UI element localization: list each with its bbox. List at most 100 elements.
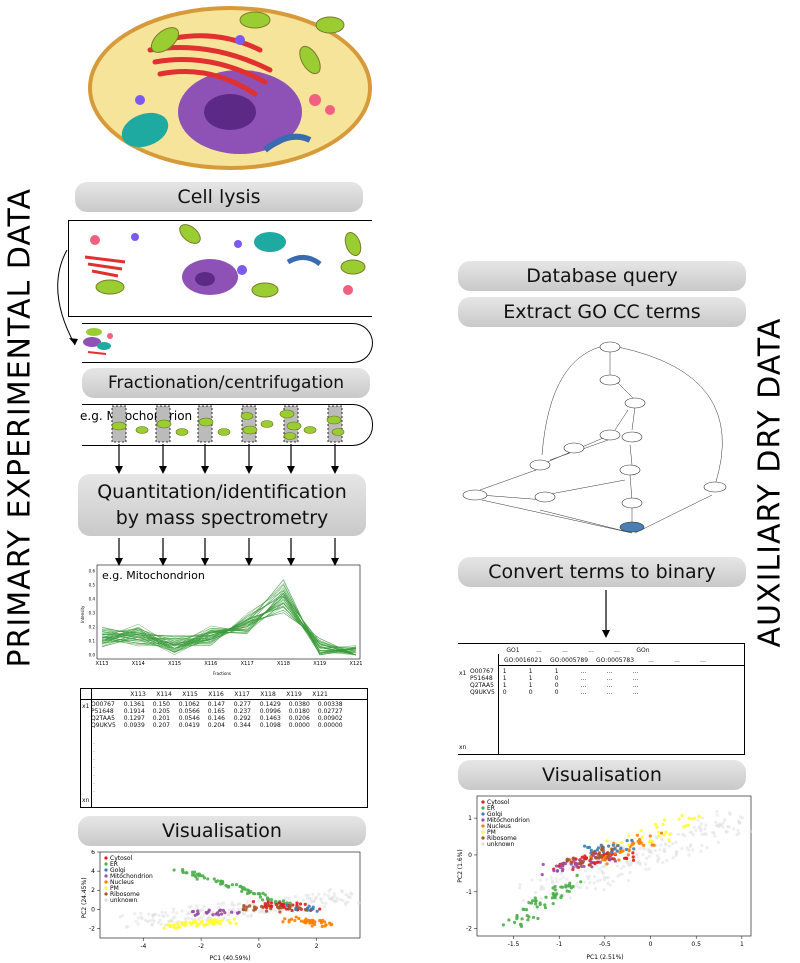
pca-point: [647, 854, 652, 858]
pca-point: [257, 892, 261, 896]
quant-header-divider: [81, 699, 367, 700]
row-id: O00767: [470, 668, 494, 675]
pca-point: [696, 818, 700, 822]
profile-y-tick: 0.3: [89, 611, 96, 616]
pca-point: [643, 847, 647, 851]
legend-marker: [481, 818, 485, 822]
legend-marker: [104, 856, 108, 860]
pca-point: [593, 861, 597, 865]
pca-point: [560, 894, 564, 898]
pca-point: [311, 892, 315, 896]
pca-point: [162, 926, 166, 930]
pca-point: [348, 895, 352, 900]
pca-point: [700, 843, 704, 848]
go-body: O00767 1 1 1......... P51648 1 1 0......... Q2TA…: [458, 668, 655, 696]
pca-point: [567, 889, 571, 894]
pca-point: [244, 908, 248, 912]
pca-point: [265, 897, 270, 901]
pca-point: [324, 901, 328, 905]
y-tick-label: 4: [91, 868, 95, 875]
go-first-col: x1: [459, 670, 467, 677]
table-cell: 0.0419: [178, 722, 200, 729]
table-cell: ...: [606, 689, 613, 696]
pca-point: [671, 842, 675, 846]
pca-point: [589, 848, 593, 852]
pca-point: [315, 909, 319, 913]
pca-point: [143, 918, 148, 922]
pca-point: [620, 849, 624, 854]
pca-point: [626, 843, 631, 847]
pca-point: [269, 897, 274, 902]
pca-point: [520, 917, 524, 921]
pca-point: [163, 911, 168, 915]
pca-point: [563, 862, 567, 866]
pca-point: [551, 901, 555, 906]
pca-point: [162, 914, 166, 919]
row-id: Q9UKV5: [91, 722, 116, 729]
pca-point: [158, 918, 162, 922]
quant-table-divider: [91, 689, 92, 807]
pca-point: [234, 921, 238, 926]
pca-point: [221, 901, 226, 905]
table-cell: 0.0939: [123, 722, 145, 729]
pca-point: [245, 902, 249, 906]
pca-point: [631, 858, 636, 862]
right-visualisation-step: Visualisation: [458, 760, 746, 790]
pca-point: [230, 883, 234, 887]
pca-point: [533, 896, 537, 900]
pca-point: [716, 840, 721, 845]
pca-point: [531, 915, 536, 919]
pca-point: [218, 882, 223, 886]
pca-point: [319, 921, 324, 925]
pca-point: [737, 831, 741, 835]
fractionation-label: Fractionation/centrifugation: [107, 373, 345, 393]
pca-point: [663, 842, 667, 846]
x-tick-label: -1: [556, 941, 562, 948]
pca-point: [653, 849, 657, 853]
legend-marker: [481, 824, 485, 828]
y-tick-label: 1: [468, 815, 472, 822]
table-cell: 0.1914: [123, 708, 145, 715]
pca-point: [645, 856, 649, 860]
legend-marker: [104, 874, 108, 878]
legend-label: Golgi: [110, 867, 126, 874]
pca-point: [294, 907, 298, 911]
pca-point: [628, 870, 632, 874]
pca-point: [191, 909, 195, 914]
pca-point: [236, 907, 241, 911]
pca-point: [323, 892, 327, 896]
table-cell: 0: [554, 689, 559, 696]
cell-lysis-label: Cell lysis: [177, 186, 261, 208]
left-visualisation-step: Visualisation: [78, 816, 366, 846]
profile-line: [101, 592, 357, 656]
pca-point: [527, 901, 531, 905]
table-cell: 1: [528, 682, 533, 689]
pca-right-ylabel: PC2 (1.6%): [457, 849, 464, 882]
pca-point: [635, 861, 639, 865]
pca-point: [696, 826, 701, 830]
pca-point: [579, 880, 583, 884]
pca-point: [711, 830, 715, 835]
pca-point: [280, 908, 284, 913]
legend-marker: [104, 880, 108, 884]
pca-point: [640, 835, 644, 839]
pca-point: [631, 855, 635, 859]
table-cell: 0.1361: [123, 701, 145, 708]
pca-point: [247, 891, 251, 895]
pca-point: [173, 915, 177, 919]
pca-point: [195, 904, 199, 909]
pca-point: [592, 881, 596, 885]
pca-point: [699, 822, 704, 826]
pca-point: [638, 861, 642, 865]
pca-point: [521, 898, 526, 903]
pca-point: [630, 842, 634, 847]
pca-point: [216, 902, 220, 906]
table-row: Q2TAA5 1 1 0.........: [458, 682, 655, 689]
profile-x-tick: X119: [313, 661, 326, 667]
pca-point: [721, 821, 726, 825]
legend-label: Nucleus: [487, 823, 511, 830]
pca-point: [702, 832, 707, 836]
pca-point: [611, 843, 616, 847]
pca-point: [600, 845, 604, 850]
pca-point: [700, 816, 705, 820]
